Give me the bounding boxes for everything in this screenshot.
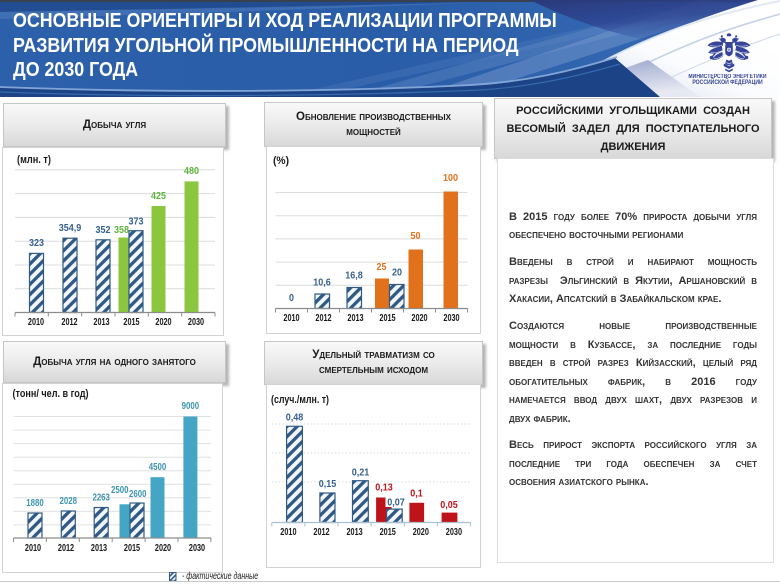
svg-text:2015: 2015 bbox=[379, 313, 395, 324]
svg-text:2020: 2020 bbox=[411, 313, 427, 324]
svg-text:(%): (%) bbox=[273, 155, 289, 167]
svg-text:2015: 2015 bbox=[123, 317, 139, 328]
svg-text:2030: 2030 bbox=[446, 527, 462, 538]
svg-text:2013: 2013 bbox=[93, 317, 109, 328]
svg-text:2030: 2030 bbox=[188, 317, 204, 328]
svg-text:0,15: 0,15 bbox=[319, 479, 337, 490]
svg-text:0,48: 0,48 bbox=[286, 413, 304, 424]
svg-text:50: 50 bbox=[411, 231, 421, 242]
svg-text:0,07: 0,07 bbox=[387, 498, 405, 509]
svg-text:354,9: 354,9 bbox=[59, 223, 82, 234]
svg-text:0,21: 0,21 bbox=[352, 468, 370, 479]
svg-text:2020: 2020 bbox=[155, 543, 171, 554]
svg-text:100: 100 bbox=[443, 173, 458, 184]
svg-text:(случ./млн. т): (случ./млн. т) bbox=[271, 394, 329, 406]
svg-text:2263: 2263 bbox=[92, 493, 110, 504]
svg-text:25: 25 bbox=[377, 262, 387, 273]
svg-text:(млн. т): (млн. т) bbox=[17, 154, 51, 166]
svg-text:0,1: 0,1 bbox=[410, 489, 423, 500]
svg-text:352: 352 bbox=[96, 225, 111, 236]
svg-text:2013: 2013 bbox=[347, 313, 363, 324]
svg-text:0,05: 0,05 bbox=[440, 500, 458, 511]
svg-text:4500: 4500 bbox=[149, 462, 167, 473]
svg-text:2500: 2500 bbox=[111, 485, 129, 496]
svg-text:425: 425 bbox=[151, 191, 166, 202]
svg-text:2015: 2015 bbox=[124, 543, 140, 554]
svg-text:2015: 2015 bbox=[380, 527, 396, 538]
svg-text:373: 373 bbox=[129, 217, 144, 228]
svg-text:10,6: 10,6 bbox=[313, 278, 331, 289]
svg-text:2010: 2010 bbox=[25, 543, 41, 554]
svg-text:2010: 2010 bbox=[280, 527, 296, 538]
svg-text:2013: 2013 bbox=[91, 543, 107, 554]
svg-text:0,13: 0,13 bbox=[375, 483, 393, 494]
svg-text:2600: 2600 bbox=[129, 489, 147, 500]
svg-text:358: 358 bbox=[114, 225, 129, 236]
svg-text:2030: 2030 bbox=[189, 543, 205, 554]
svg-text:2012: 2012 bbox=[315, 313, 331, 324]
svg-text:0: 0 bbox=[289, 293, 294, 304]
svg-text:323: 323 bbox=[29, 238, 44, 249]
svg-text:2028: 2028 bbox=[60, 496, 78, 507]
svg-text:2010: 2010 bbox=[28, 317, 44, 328]
svg-text:20: 20 bbox=[392, 268, 402, 279]
svg-text:2013: 2013 bbox=[347, 527, 363, 538]
svg-text:480: 480 bbox=[184, 166, 199, 177]
svg-text:2012: 2012 bbox=[61, 317, 77, 328]
svg-text:2012: 2012 bbox=[313, 527, 329, 538]
svg-text:2012: 2012 bbox=[58, 543, 74, 554]
svg-text:2010: 2010 bbox=[283, 313, 299, 324]
svg-text:9000: 9000 bbox=[182, 401, 200, 412]
svg-text:2020: 2020 bbox=[413, 527, 429, 538]
svg-text:1880: 1880 bbox=[26, 498, 44, 509]
svg-text:16,8: 16,8 bbox=[345, 271, 363, 282]
svg-text:(тонн/ чел. в год): (тонн/ чел. в год) bbox=[13, 388, 89, 400]
svg-text:2020: 2020 bbox=[155, 317, 171, 328]
svg-text:2030: 2030 bbox=[443, 313, 459, 324]
